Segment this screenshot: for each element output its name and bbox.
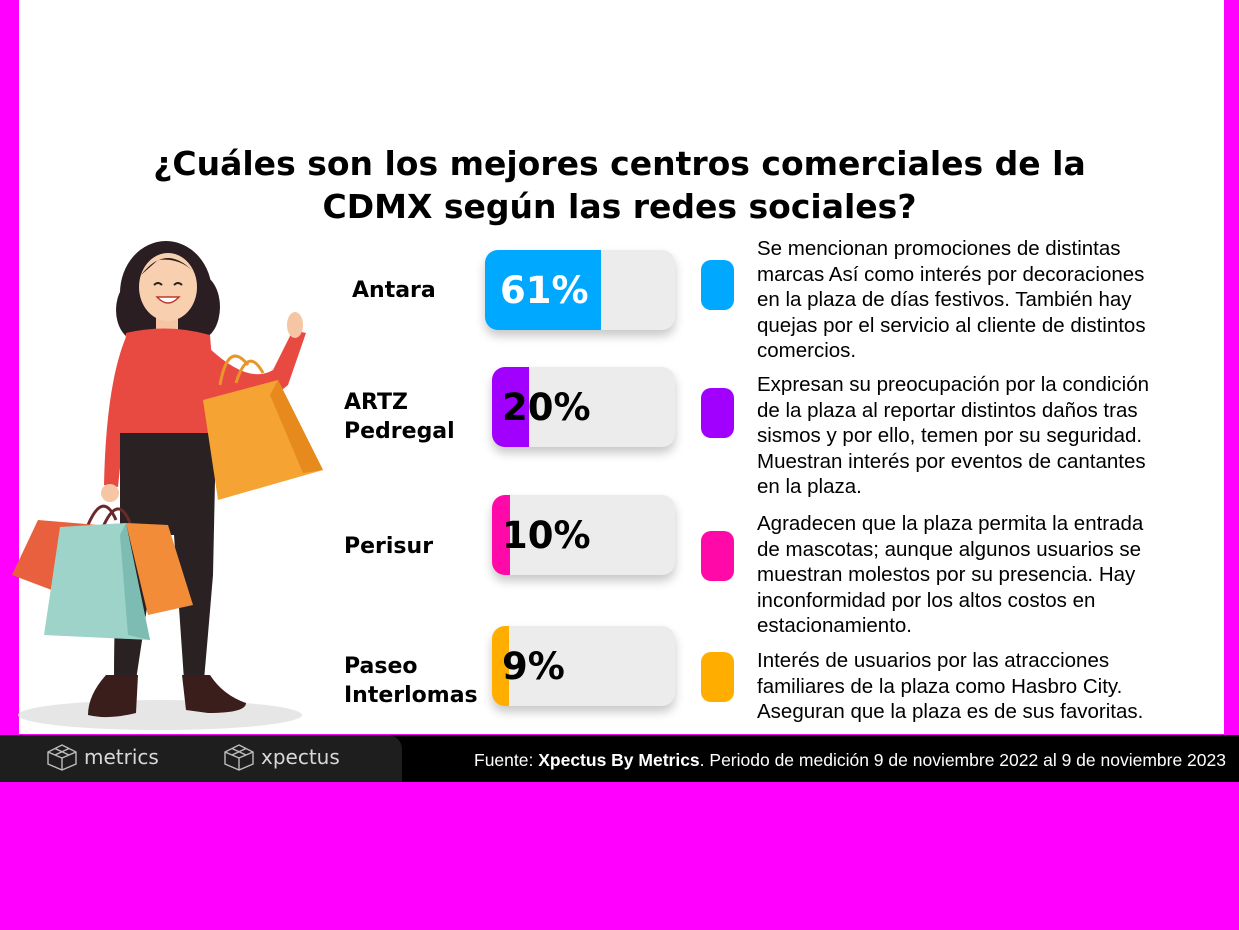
xpectus-logo-text: xpectus (261, 745, 340, 769)
description-antara: Se mencionan promociones de distintas ma… (757, 237, 1146, 362)
description-perisur: Agradecen que la plaza permita la entrad… (757, 512, 1144, 637)
title-line-2: CDMX según las redes sociales? (322, 187, 917, 226)
description-artz-pedregal: Expresan su preocupación por la condició… (757, 373, 1150, 498)
xpectus-logo: xpectus (223, 743, 340, 771)
color-key-artz-pedregal (701, 388, 734, 438)
bar-value-label-paseo-interlomas: 9% (502, 644, 565, 688)
footer-logos-panel: metrics xpectus (0, 735, 402, 782)
bar-track-paseo-interlomas: 9% (492, 626, 675, 706)
bar-label-artz-pedregal: ARTZ Pedregal (344, 390, 455, 444)
bar-track-antara: 61% (485, 250, 675, 330)
cube-grid-icon (47, 744, 77, 771)
description-paseo-interlomas: Interés de usuarios por las atracciones … (757, 649, 1144, 723)
metrics-logo: metrics (46, 743, 159, 771)
color-key-antara (701, 260, 734, 310)
title-line-1: ¿Cuáles son los mejores centros comercia… (153, 144, 1086, 183)
woman-with-shopping-bags-illustration (12, 241, 323, 730)
bar-value-label-antara: 61% (500, 268, 589, 312)
chart-title: ¿Cuáles son los mejores centros comercia… (0, 142, 1239, 228)
bar-fill-artz-pedregal (492, 367, 529, 447)
bar-fill-paseo-interlomas (492, 626, 509, 706)
metrics-logo-text: metrics (84, 745, 159, 769)
footer-bar: metrics xpectus Fuente: Xpectus By Metri… (0, 735, 1239, 782)
bar-track-perisur: 10% (492, 495, 675, 575)
bar-track-artz-pedregal: 20% (492, 367, 675, 447)
bar-label-antara: Antara (352, 278, 436, 303)
color-key-perisur (701, 531, 734, 581)
bar-label-perisur: Perisur (344, 534, 434, 559)
bar-value-label-artz-pedregal: 20% (502, 385, 591, 429)
bar-label-paseo-interlomas: Paseo Interlomas (344, 654, 478, 708)
color-key-paseo-interlomas (701, 652, 734, 702)
source-credit: Fuente: Xpectus By Metrics. Periodo de m… (474, 750, 1226, 770)
bar-fill-perisur (492, 495, 511, 575)
bar-fill-antara (485, 250, 601, 330)
bar-value-label-perisur: 10% (502, 513, 591, 557)
cube-grid-icon (224, 744, 254, 771)
